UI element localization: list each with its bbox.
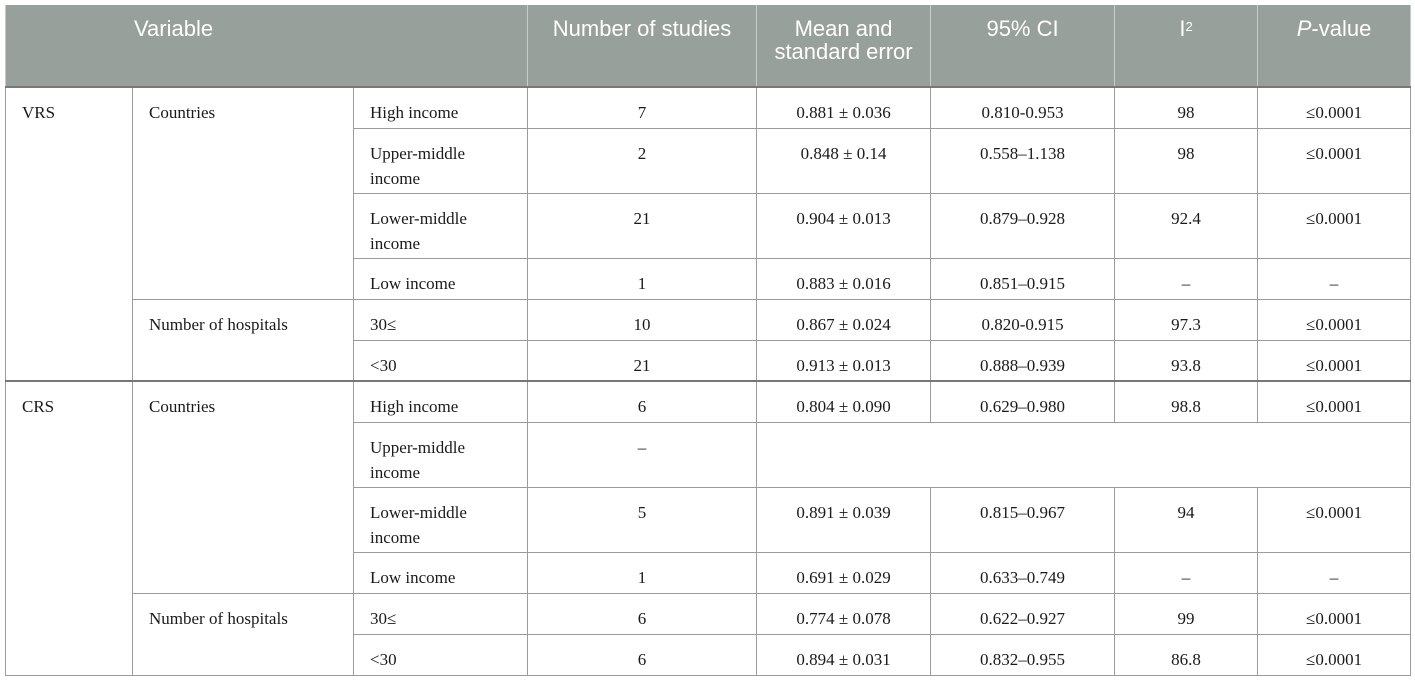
p-cell: ≤0.0001 xyxy=(1257,486,1412,553)
studies-cell: 1 xyxy=(527,551,758,594)
studies-cell: 6 xyxy=(527,633,758,676)
studies-cell: – xyxy=(527,421,758,488)
table-row: CRS Countries High income 6 0.804 ± 0.09… xyxy=(5,380,1412,676)
empty-merged-cell xyxy=(756,421,1412,488)
i2-cell: 92.4 xyxy=(1114,192,1259,259)
table-row: Upper-middle income – xyxy=(6,421,1412,488)
header-95ci: 95% CI xyxy=(930,5,1116,87)
ci-cell: 0.558–1.138 xyxy=(930,127,1116,194)
p-cell: ≤0.0001 xyxy=(1257,127,1412,194)
i2-cell: 98.8 xyxy=(1114,380,1259,423)
category-cell: Countries xyxy=(132,380,354,594)
i2-cell: 97.3 xyxy=(1114,298,1259,341)
p-cell: ≤0.0001 xyxy=(1257,192,1412,259)
level-cell: <30 xyxy=(352,633,529,676)
results-table: Variable Number of studies Mean and stan… xyxy=(4,5,1412,676)
table-header: Variable Number of studies Mean and stan… xyxy=(4,5,1412,87)
table-row: VRS Countries High income 7 0.881 ± 0.03… xyxy=(5,86,1412,382)
level-cell: High income xyxy=(352,380,529,423)
ci-cell: 0.815–0.967 xyxy=(930,486,1116,553)
ci-cell: 0.629–0.980 xyxy=(930,380,1116,423)
mean-cell: 0.883 ± 0.016 xyxy=(756,257,932,300)
table-row: Low income 1 0.883 ± 0.016 0.851–0.915 –… xyxy=(6,257,1412,300)
mean-cell: 0.804 ± 0.090 xyxy=(756,380,932,423)
mean-cell: 0.867 ± 0.024 xyxy=(756,298,932,341)
studies-cell: 10 xyxy=(527,298,758,341)
header-number-of-studies: Number of studies xyxy=(527,5,758,87)
i2-cell: 93.8 xyxy=(1114,339,1259,382)
header-variable: Variable xyxy=(4,5,529,87)
header-p-italic: P xyxy=(1296,16,1312,41)
mean-cell: 0.848 ± 0.14 xyxy=(756,127,932,194)
header-i2-base: I xyxy=(1179,16,1186,41)
ci-cell: 0.622–0.927 xyxy=(930,592,1116,635)
header-mean-se: Mean and standard error xyxy=(756,5,932,87)
table-row: Upper-middle income 2 0.848 ± 0.14 0.558… xyxy=(6,127,1412,194)
i2-cell: 99 xyxy=(1114,592,1259,635)
level-cell: Lower-middle income xyxy=(352,486,529,553)
table-body: VRS Countries High income 7 0.881 ± 0.03… xyxy=(5,86,1412,676)
studies-cell: 5 xyxy=(527,486,758,553)
mean-cell: 0.691 ± 0.029 xyxy=(756,551,932,594)
ci-cell: 0.810-0.953 xyxy=(930,86,1116,129)
category-cell: Countries xyxy=(132,86,354,300)
ci-cell: 0.832–0.955 xyxy=(930,633,1116,676)
table-row: Lower-middle income 5 0.891 ± 0.039 0.81… xyxy=(6,486,1412,553)
level-cell: <30 xyxy=(352,339,529,382)
ci-cell: 0.879–0.928 xyxy=(930,192,1116,259)
ci-cell: 0.820-0.915 xyxy=(930,298,1116,341)
mean-cell: 0.881 ± 0.036 xyxy=(756,86,932,129)
header-p-value: P-value xyxy=(1257,5,1412,87)
level-cell: 30≤ xyxy=(352,298,529,341)
header-i2-superscript: 2 xyxy=(1185,19,1193,34)
studies-cell: 6 xyxy=(527,592,758,635)
category-cell: Number of hospitals xyxy=(132,298,354,382)
studies-cell: 21 xyxy=(527,339,758,382)
table-row: Low income 1 0.691 ± 0.029 0.633–0.749 –… xyxy=(6,551,1412,594)
level-cell: Lower-middle income xyxy=(352,192,529,259)
table-row: Number of hospitals 30≤ 10 0.867 ± 0.024… xyxy=(6,298,1412,382)
studies-cell: 1 xyxy=(527,257,758,300)
p-cell: ≤0.0001 xyxy=(1257,380,1412,423)
ci-cell: 0.888–0.939 xyxy=(930,339,1116,382)
p-cell: – xyxy=(1257,551,1412,594)
mean-cell: 0.774 ± 0.078 xyxy=(756,592,932,635)
category-cell: Number of hospitals xyxy=(132,592,354,676)
ci-cell: 0.851–0.915 xyxy=(930,257,1116,300)
i2-cell: 94 xyxy=(1114,486,1259,553)
level-cell: Low income xyxy=(352,551,529,594)
p-cell: ≤0.0001 xyxy=(1257,633,1412,676)
mean-cell: 0.904 ± 0.013 xyxy=(756,192,932,259)
i2-cell: 98 xyxy=(1114,86,1259,129)
level-cell: 30≤ xyxy=(352,592,529,635)
level-cell: Upper-middle income xyxy=(352,127,529,194)
ci-cell: 0.633–0.749 xyxy=(930,551,1116,594)
level-cell: High income xyxy=(352,86,529,129)
i2-cell: – xyxy=(1114,551,1259,594)
level-cell: Upper-middle income xyxy=(352,421,529,488)
p-cell: ≤0.0001 xyxy=(1257,298,1412,341)
p-cell: ≤0.0001 xyxy=(1257,339,1412,382)
i2-cell: 86.8 xyxy=(1114,633,1259,676)
studies-cell: 21 xyxy=(527,192,758,259)
group-cell-crs: CRS xyxy=(5,380,133,676)
p-cell: – xyxy=(1257,257,1412,300)
i2-cell: – xyxy=(1114,257,1259,300)
studies-cell: 6 xyxy=(527,380,758,423)
studies-cell: 2 xyxy=(527,127,758,194)
mean-cell: 0.894 ± 0.031 xyxy=(756,633,932,676)
p-cell: ≤0.0001 xyxy=(1257,592,1412,635)
studies-cell: 7 xyxy=(527,86,758,129)
header-i2: I2 xyxy=(1114,5,1259,87)
table-row: <30 6 0.894 ± 0.031 0.832–0.955 86.8 ≤0.… xyxy=(6,633,1412,676)
table-row: Lower-middle income 21 0.904 ± 0.013 0.8… xyxy=(6,192,1412,259)
mean-cell: 0.913 ± 0.013 xyxy=(756,339,932,382)
i2-cell: 98 xyxy=(1114,127,1259,194)
level-cell: Low income xyxy=(352,257,529,300)
header-p-rest: -value xyxy=(1311,16,1372,41)
mean-cell: 0.891 ± 0.039 xyxy=(756,486,932,553)
p-cell: ≤0.0001 xyxy=(1257,86,1412,129)
group-cell-vrs: VRS xyxy=(5,86,133,382)
table-row: Number of hospitals 30≤ 6 0.774 ± 0.078 … xyxy=(6,592,1412,676)
